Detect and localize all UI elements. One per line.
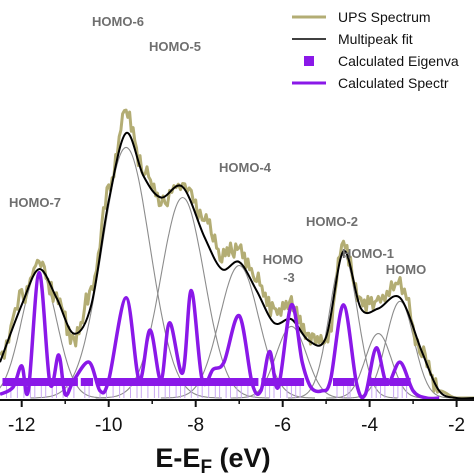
component-peaks [0,146,454,399]
eigenvalue-marker-22 [137,378,146,386]
x-axis-title: E-EF (eV) [155,443,270,474]
eigenvalue-marker-19 [119,378,128,386]
eigenvalue-marker-20 [126,378,135,386]
component-peak-1 [30,146,222,399]
x-tick-label-0: -12 [8,415,35,436]
eigenvalue-marker-40 [237,378,246,386]
eigenvalue-marker-0 [2,378,11,386]
peak-label-4: HOMO [263,252,303,267]
series-lines [0,108,474,400]
x-tick-label-2: -8 [187,415,204,436]
eigenvalue-marker-24 [150,378,159,386]
eigenvalue-marker-28 [172,378,181,386]
eigenvalue-marker-2 [13,378,22,386]
eigenvalue-marker-17 [109,378,118,386]
eigenvalue-marker-37 [222,378,231,386]
eigenvalue-marker-47 [283,378,291,386]
eigenvalue-marker-51 [333,378,341,386]
eigenvalue-marker-57 [376,378,385,386]
eigenvalue-marker-9 [52,378,61,386]
eigenvalue-marker-38 [226,378,235,386]
peak-label-1: HOMO-6 [92,14,144,29]
eigenvalue-marker-43 [261,378,270,386]
eigenvalue-marker-25 [154,378,163,386]
eigenvalue-marker-7 [41,378,50,386]
x-tick-label-3: -6 [274,415,291,436]
legend-label-3: Calculated Spectr [338,75,449,91]
peak-label-6: HOMO-1 [342,246,394,261]
eigenvalue-marker-60 [393,378,402,386]
eigenvalue-marker-21 [133,378,141,386]
eigenvalue-marker-14 [85,378,94,386]
x-axis-title-subscript: F [200,457,212,474]
eigenvalue-marker-5 [30,378,39,386]
eigenvalue-marker-42 [250,378,259,386]
x-tick-label-4: -4 [361,415,378,436]
eigenvalue-marker-32 [193,378,202,386]
eigenvalue-marker-31 [187,378,196,386]
peak-label-7: HOMO [386,262,426,277]
peak-label-0: HOMO-7 [9,195,61,210]
eigenvalue-marker-52 [339,378,348,386]
legend-label-2: Calculated Eigenva [338,53,459,69]
eigenvalue-marker-49 [291,378,300,386]
eigenvalue-marker-18 [115,378,124,386]
legend-label-0: UPS Spectrum [338,9,431,25]
legend: UPS Spectrum Multipeak fit Calculated Eige… [292,9,459,91]
eigenvalue-markers [2,378,411,398]
eigenvalue-marker-35 [211,378,220,386]
eigenvalue-marker-27 [165,378,174,386]
x-axis-title-unit: (eV) [212,443,271,473]
component-peak-4 [230,325,351,399]
calculated-spectrum-line [0,270,440,400]
eigenvalue-marker-23 [143,378,152,386]
eigenvalue-marker-1 [6,378,15,386]
eigenvalue-marker-13 [80,378,89,386]
x-tick-label-5: -2 [448,415,465,436]
eigenvalue-marker-54 [346,378,355,386]
eigenvalue-marker-39 [233,378,241,386]
component-peak-3 [160,264,315,399]
component-peak-5 [287,254,398,399]
eigenvalue-marker-11 [63,378,72,386]
eigenvalue-marker-6 [37,378,46,386]
eigenvalue-marker-59 [389,378,398,386]
eigenvalue-marker-41 [243,378,252,386]
legend-label-1: Multipeak fit [338,31,413,47]
x-tick-label-1: -10 [95,415,122,436]
eigenvalue-marker-56 [372,378,381,386]
component-peak-2 [95,196,270,399]
ups-spectrum-line [0,108,474,400]
multipeak-fit-line [0,132,474,400]
eigenvalue-marker-44 [265,378,274,386]
peak-label-2: HOMO-5 [149,39,201,54]
eigenvalue-marker-15 [96,378,104,386]
peak-label-5: HOMO-2 [306,214,358,229]
eigenvalue-marker-36 [215,378,224,386]
eigenvalue-marker-55 [367,378,376,386]
eigenvalue-marker-61 [398,378,407,386]
legend-marker-2 [304,56,314,66]
eigenvalue-marker-50 [296,378,305,386]
eigenvalue-marker-26 [161,378,170,386]
eigenvalue-marker-29 [176,378,185,386]
eigenvalue-marker-62 [402,378,411,386]
peak-labels: HOMO-7 HOMO-6 HOMO-5 HOMO-4 HOMO -3 HOMO-2 HOMO… [9,14,426,285]
peak-label-4-line2: -3 [283,270,295,285]
eigenvalue-marker-48 [287,378,296,386]
eigenvalue-marker-30 [180,378,189,386]
axes: -12 -10 -8 -6 -4 -2 [0,399,474,436]
peak-label-3: HOMO-4 [219,160,272,175]
